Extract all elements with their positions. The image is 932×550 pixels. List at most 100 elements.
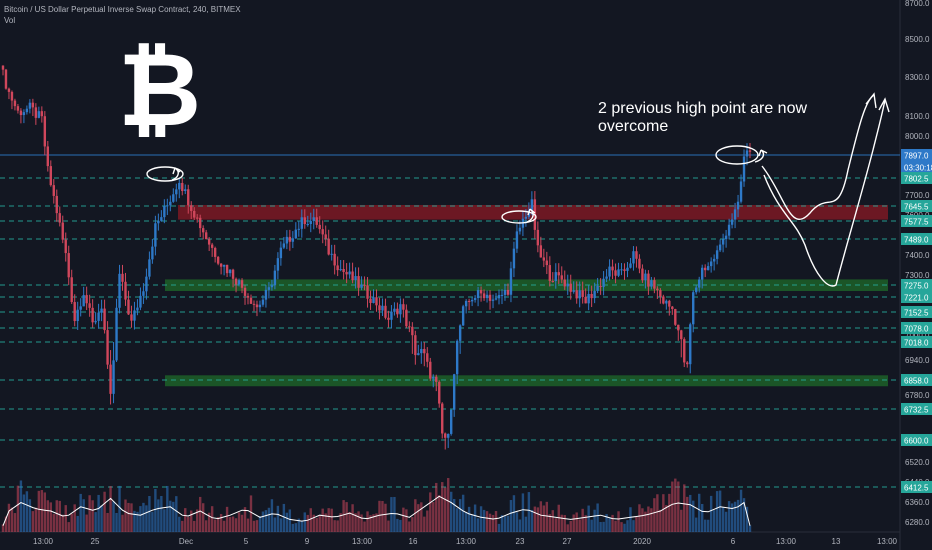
volume-bar xyxy=(294,523,298,532)
candle-body xyxy=(216,256,220,264)
volume-bar xyxy=(43,492,47,532)
candle-body xyxy=(103,308,106,331)
candle-body xyxy=(225,264,229,274)
candle-body xyxy=(491,299,495,301)
candle-body xyxy=(4,69,8,89)
x-tick-label: 23 xyxy=(516,537,525,546)
candle-body xyxy=(240,280,244,288)
candle-body xyxy=(629,263,632,268)
candle-body xyxy=(28,102,32,109)
volume-bar xyxy=(351,504,354,532)
volume-bar xyxy=(216,517,220,532)
candle-body xyxy=(593,290,596,299)
x-tick-label: 16 xyxy=(409,537,418,546)
volume-bar xyxy=(357,511,360,532)
volume-bar xyxy=(703,519,707,532)
volume-bar xyxy=(491,514,495,532)
candle-body xyxy=(360,284,363,288)
volume-bar xyxy=(569,520,572,532)
candle-body xyxy=(300,217,303,229)
arrow-mark xyxy=(171,167,181,181)
volume-bar xyxy=(181,520,184,532)
volume-bar xyxy=(674,478,677,532)
projection-arrowhead xyxy=(878,97,890,113)
volume-bar xyxy=(46,500,50,532)
volume-bar xyxy=(288,509,292,532)
x-tick-label: 5 xyxy=(244,537,249,546)
candle-body xyxy=(118,273,121,308)
volume-bar xyxy=(19,480,23,532)
volume-bar xyxy=(479,506,483,532)
candle-body xyxy=(384,305,387,318)
candle-body xyxy=(67,253,70,278)
candle-body xyxy=(375,297,378,306)
candle-body xyxy=(650,280,653,287)
candle-body xyxy=(198,217,202,229)
drawings xyxy=(146,94,890,287)
volume-bar xyxy=(536,507,540,532)
candle-body xyxy=(566,283,569,287)
arrow-mark xyxy=(754,149,768,163)
volume-bar xyxy=(55,500,58,532)
y-tick-label: 8500.0 xyxy=(905,35,930,44)
candle-body xyxy=(7,88,11,92)
candle-body xyxy=(461,306,465,326)
volume-bar xyxy=(686,496,689,532)
candle-body xyxy=(16,106,20,111)
price-tag xyxy=(901,403,932,415)
candle-body xyxy=(706,266,710,271)
y-tick-label: 8100.0 xyxy=(905,112,930,121)
volume-bar xyxy=(485,511,489,532)
highlight-ellipse xyxy=(501,210,537,224)
volume-bar xyxy=(683,484,686,532)
candle-body xyxy=(357,276,360,288)
volume-bar xyxy=(593,509,596,532)
volume-bar xyxy=(348,511,351,532)
candle-body xyxy=(455,340,459,375)
price-tag-label: 03:30:18 xyxy=(904,164,932,173)
volume-bar xyxy=(148,495,151,532)
volume-bar xyxy=(515,512,519,532)
volume-bar xyxy=(659,509,662,532)
candle-body xyxy=(578,290,581,299)
candle-body xyxy=(151,246,154,260)
volume-bar xyxy=(656,494,659,532)
candle-body xyxy=(210,244,214,248)
volume-bar xyxy=(718,490,722,532)
volume-bar xyxy=(473,504,477,532)
volume-bar xyxy=(548,514,552,532)
candle-body xyxy=(506,289,510,295)
candle-body xyxy=(142,291,145,296)
volume-bar xyxy=(160,495,163,532)
chart-header: Bitcoin / US Dollar Perpetual Inverse Sw… xyxy=(4,4,241,26)
volume-bar xyxy=(97,494,100,532)
volume-bar xyxy=(34,507,38,532)
projection-path xyxy=(763,99,886,287)
candle-body xyxy=(348,271,351,275)
candle-body xyxy=(614,270,617,276)
candle-body xyxy=(692,292,695,325)
chart-title: Bitcoin / US Dollar Perpetual Inverse Sw… xyxy=(4,5,241,14)
candle-body xyxy=(545,260,549,266)
volume-bar xyxy=(575,512,578,532)
candle-body xyxy=(563,279,566,287)
candle-body xyxy=(97,312,100,321)
volume-bar xyxy=(118,485,121,532)
y-tick-label: 6940.0 xyxy=(905,356,930,365)
volume-bar xyxy=(482,509,486,532)
volume-bar xyxy=(261,511,265,532)
volume-bar xyxy=(458,499,462,532)
price-tag xyxy=(901,233,932,245)
volume-bar xyxy=(240,514,244,532)
price-tag xyxy=(901,172,932,184)
volume-bar xyxy=(61,514,64,532)
volume-bar xyxy=(234,518,238,532)
candle-body xyxy=(258,304,262,308)
volume-bar xyxy=(524,516,528,532)
volume-bar xyxy=(100,505,103,532)
candle-body xyxy=(61,222,64,240)
volume-bar xyxy=(201,503,205,532)
volume-bar xyxy=(497,523,501,532)
zones xyxy=(165,205,888,387)
